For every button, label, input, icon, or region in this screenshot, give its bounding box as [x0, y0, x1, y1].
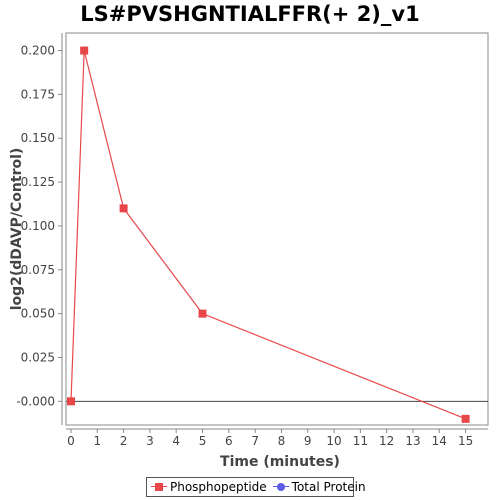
legend-label: Total Protein — [291, 480, 366, 494]
x-tick-label: 12 — [379, 434, 394, 448]
legend-label: Phosphopeptide — [170, 480, 267, 494]
data-point — [80, 46, 89, 55]
y-tick-label: 0.150 — [21, 131, 55, 145]
legend-item-total-protein: Total Protein — [272, 480, 366, 494]
x-tick-label: 3 — [146, 434, 154, 448]
series-layer — [67, 46, 470, 423]
legend: Phosphopeptide Total Protein — [146, 477, 366, 497]
x-tick-label: 1 — [93, 434, 101, 448]
y-axis-label: log2(dDAVP/Control) — [9, 148, 25, 311]
x-tick-label: 0 — [67, 434, 75, 448]
data-point — [119, 204, 128, 213]
x-tick-label: 4 — [172, 434, 180, 448]
x-tick-label: 11 — [353, 434, 368, 448]
legend-item-phosphopeptide: Phosphopeptide — [151, 480, 267, 494]
y-tick-label: 0.025 — [21, 350, 55, 364]
y-tick-label: 0.200 — [21, 44, 55, 58]
x-tick-label: 2 — [120, 434, 128, 448]
data-point — [461, 414, 470, 423]
y-tick-label: 0.100 — [21, 219, 55, 233]
x-tick-label: 7 — [251, 434, 259, 448]
chart-title: LS#PVSHGNTIALFFR(+ 2)_v1 — [80, 2, 420, 26]
x-axis-label: Time (minutes) — [220, 454, 340, 470]
x-axis: 0 1 2 3 4 5 6 7 8 9 10 11 12 13 14 15 — [66, 428, 488, 448]
y-tick-label: 0.175 — [21, 87, 55, 101]
y-tick-label: 0.050 — [21, 307, 55, 321]
x-tick-label: 13 — [405, 434, 420, 448]
y-tick-label: 0.075 — [21, 263, 55, 277]
x-tick-label: 8 — [278, 434, 286, 448]
x-tick-label: 10 — [326, 434, 341, 448]
x-tick-label: 5 — [199, 434, 207, 448]
y-axis: -0.000 0.025 0.050 0.075 0.100 0.125 0.150 0.17… — [16, 33, 63, 425]
square-marker-icon — [151, 482, 167, 492]
data-point — [198, 309, 207, 318]
plot-area — [65, 32, 489, 426]
y-tick-label: -0.000 — [16, 394, 55, 408]
x-tick-label: 14 — [432, 434, 447, 448]
x-tick-label: 15 — [458, 434, 473, 448]
x-tick-label: 9 — [304, 434, 312, 448]
y-tick-label: 0.125 — [21, 175, 55, 189]
data-point — [67, 397, 75, 406]
circle-marker-icon — [272, 482, 289, 492]
x-tick-label: 6 — [225, 434, 233, 448]
